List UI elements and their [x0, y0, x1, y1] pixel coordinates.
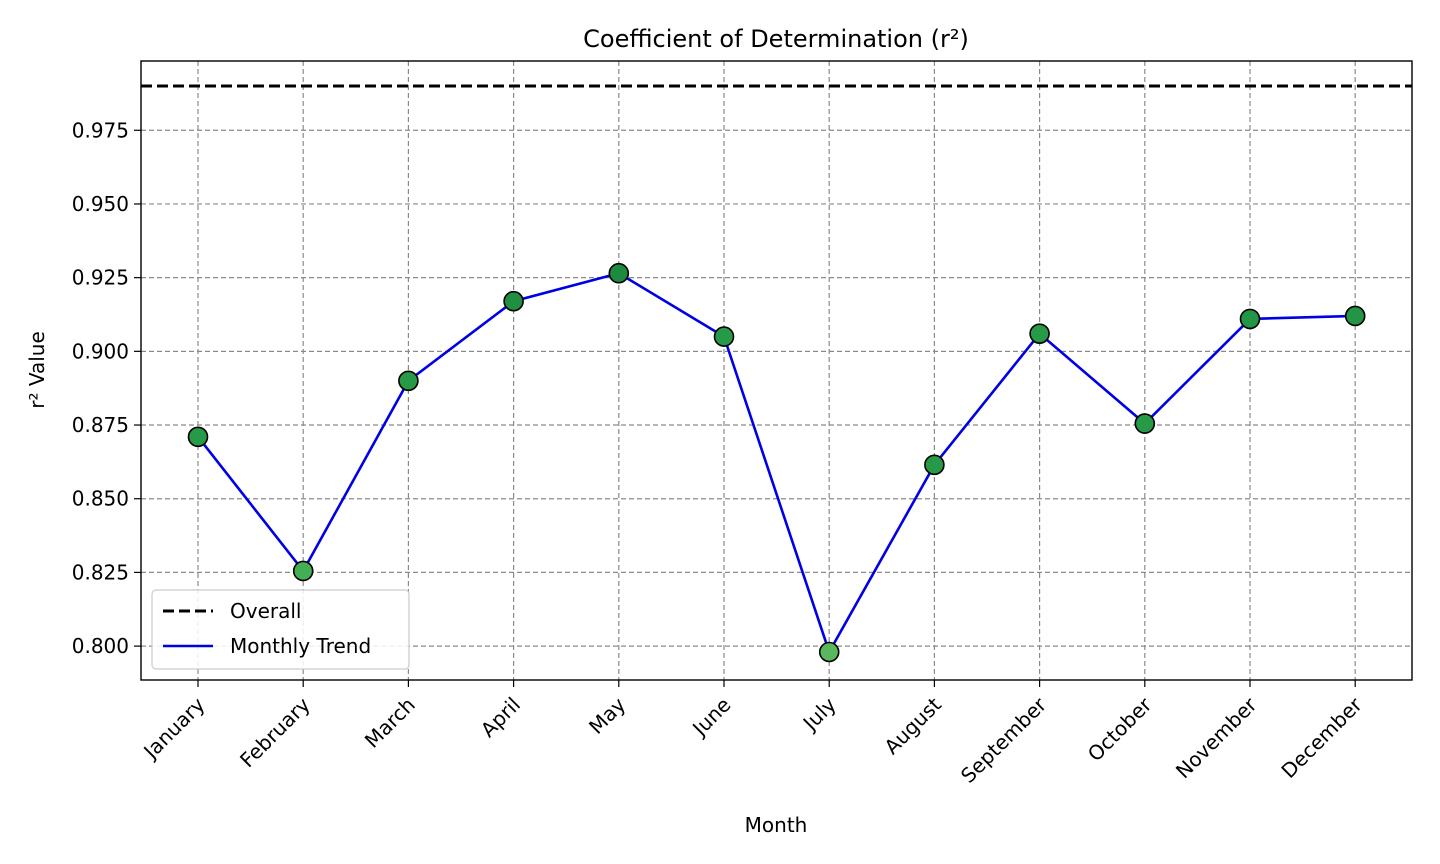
x-tick-label: April — [476, 693, 525, 742]
x-tick-label: May — [584, 692, 630, 738]
y-tick-label: 0.975 — [72, 118, 129, 142]
x-tick-label: December — [1276, 692, 1367, 783]
data-point — [292, 560, 314, 582]
x-tick-label: June — [686, 693, 735, 742]
x-tick-label: July — [797, 692, 841, 736]
legend-box — [151, 589, 410, 670]
data-point — [1029, 323, 1050, 344]
data-point — [1134, 413, 1156, 434]
y-tick-label: 0.825 — [72, 560, 129, 584]
data-point — [187, 426, 209, 448]
y-axis-label: r² Value — [25, 331, 49, 409]
x-axis: January February March April May June July Augu… — [138, 680, 1367, 788]
legend: Overall Monthly Trend — [151, 589, 410, 670]
legend-label-overall: Overall — [230, 599, 301, 623]
y-tick-label: 0.875 — [72, 413, 129, 437]
y-tick-label: 0.800 — [72, 634, 129, 658]
x-tick-label: February — [235, 692, 315, 772]
x-axis-label: Month — [745, 813, 808, 837]
y-tick-label: 0.925 — [72, 266, 129, 290]
x-tick-label: January — [138, 692, 210, 764]
y-tick-label: 0.950 — [72, 192, 129, 216]
data-point — [1344, 305, 1366, 327]
x-tick-label: August — [879, 692, 946, 759]
y-tick-label: 0.900 — [72, 339, 129, 363]
x-tick-label: March — [360, 693, 420, 753]
y-axis: 0.800 0.825 0.850 0.875 0.900 0.925 0.950 0.975 — [72, 118, 141, 658]
data-point — [924, 454, 945, 476]
data-point — [503, 290, 524, 312]
data-point — [1239, 308, 1261, 330]
y-tick-label: 0.850 — [72, 487, 129, 511]
chart-title: Coefficient of Determination (r²) — [583, 25, 969, 53]
x-tick-label: October — [1083, 692, 1157, 766]
data-point — [818, 641, 840, 663]
data-point — [608, 262, 630, 284]
x-tick-label: November — [1171, 692, 1262, 783]
data-point — [398, 370, 419, 392]
grid — [141, 61, 1412, 680]
x-tick-label: September — [956, 692, 1052, 788]
series-layer — [187, 262, 1366, 663]
plot-frame — [140, 60, 1413, 681]
legend-label-monthly-trend: Monthly Trend — [230, 634, 371, 658]
data-point — [713, 326, 735, 347]
monthly-trend-line — [196, 271, 1356, 656]
